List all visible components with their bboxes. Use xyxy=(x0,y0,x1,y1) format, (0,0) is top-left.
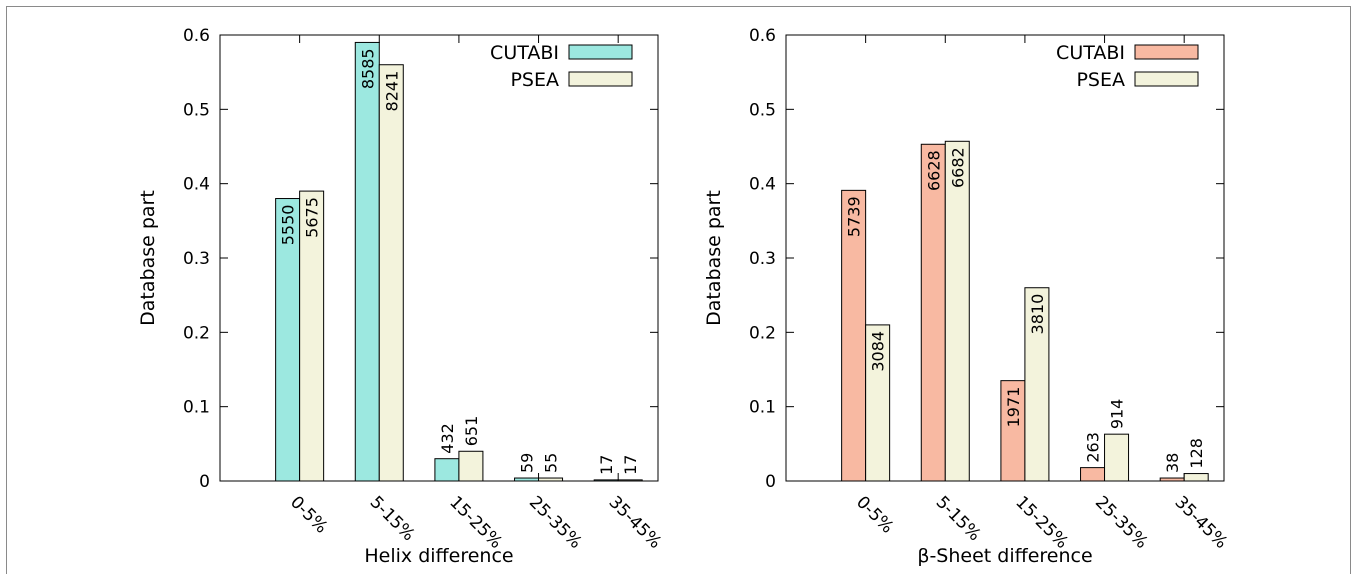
chart-1-bar-psea xyxy=(617,479,643,482)
chart-2-bar-value-label: 128 xyxy=(1187,438,1206,469)
chart-1-bar-value-label: 55 xyxy=(542,453,561,473)
chart-1-y-tick-label: 0.1 xyxy=(183,398,210,418)
chart-1-bar-psea xyxy=(378,64,404,482)
chart-2-y-tick-label: 0.3 xyxy=(749,249,776,269)
chart-2-bar-value-label: 914 xyxy=(1108,399,1127,430)
chart-1-legend-label: CUTABI xyxy=(490,42,559,64)
chart-1-bar-value-label: 8585 xyxy=(358,48,377,89)
chart-1-legend-swatch xyxy=(568,44,633,60)
chart-2-x-tick-label: 35-45% xyxy=(1171,492,1232,553)
chart-1-x-tick-label: 0-5% xyxy=(286,492,331,537)
chart-2-legend-label: CUTABI xyxy=(1056,42,1125,64)
figure: 0 0.1 0.2 0.3 0.4 0.5 0.6 0-5% 5550 5675 5-15% 8585… xyxy=(6,6,1351,574)
chart-1-bar-value-label: 17 xyxy=(621,455,640,475)
chart-1-bar-value-label: 17 xyxy=(597,455,616,475)
chart-1-y-tick-label: 0 xyxy=(199,472,210,492)
chart-2-bar-value-label: 5739 xyxy=(845,196,864,237)
chart-1-y-tick-label: 0.4 xyxy=(183,175,210,195)
chart-2-x-tick-label: 0-5% xyxy=(852,492,897,537)
chart-1-bar-psea xyxy=(458,450,484,482)
chart-1-x-tick-label: 35-45% xyxy=(605,492,666,553)
chart-1-y-tick-label: 0.3 xyxy=(183,249,210,269)
chart-2-y-tick-label: 0 xyxy=(765,472,776,492)
bar-charts: 0 0.1 0.2 0.3 0.4 0.5 0.6 0-5% 5550 5675 5-15% 8585… xyxy=(137,26,1232,567)
chart-2-bar-cutabi xyxy=(841,189,867,482)
chart-2-x-tick-label: 15-25% xyxy=(1011,492,1072,553)
chart-1-bar-value-label: 5550 xyxy=(279,205,298,246)
chart-2-y-tick-label: 0.4 xyxy=(749,175,776,195)
chart-1-bar-cutabi xyxy=(593,479,619,482)
chart-2-bar-value-label: 38 xyxy=(1163,453,1182,473)
chart-2-bar-value-label: 6628 xyxy=(924,150,943,191)
chart-2-bar-value-label: 3810 xyxy=(1028,294,1047,335)
chart-2-bar-value-label: 263 xyxy=(1084,432,1103,463)
chart-2-legend-label: PSEA xyxy=(1076,69,1125,91)
chart-1-bar-psea xyxy=(538,477,564,482)
chart-2-bar-psea xyxy=(1183,473,1209,482)
chart-2-bar-cutabi xyxy=(1159,477,1185,482)
chart-2-bar-value-label: 3084 xyxy=(869,331,888,372)
chart-2-legend-swatch xyxy=(1134,71,1199,87)
chart-2-bar-value-label: 6682 xyxy=(948,147,967,188)
chart-1-bar-cutabi xyxy=(434,458,460,482)
chart-1-bar-psea xyxy=(299,190,325,482)
chart-2-y-tick-label: 0.2 xyxy=(749,323,776,343)
chart-2-bar-value-label: 1971 xyxy=(1004,387,1023,428)
chart-1-x-tick-label: 25-35% xyxy=(525,492,586,553)
chart-2-x-tick-label: 5-15% xyxy=(932,492,985,545)
chart-1-y-tick-label: 0.6 xyxy=(183,26,210,46)
chart-1-bar-value-label: 432 xyxy=(438,423,457,454)
chart-2-y-tick-label: 0.1 xyxy=(749,398,776,418)
chart-1-legend-label: PSEA xyxy=(510,69,559,91)
chart-2-bar-cutabi xyxy=(1000,380,1026,482)
chart-2-bar-psea xyxy=(944,140,970,482)
chart-1-x-axis-label: Helix difference xyxy=(364,545,513,567)
chart-2-y-axis-label: Database part xyxy=(703,190,725,326)
chart-2-bar-cutabi xyxy=(1080,467,1106,482)
chart-2-y-tick-label: 0.5 xyxy=(749,100,776,120)
chart-1-y-axis-label: Database part xyxy=(137,190,159,326)
chart-1-x-tick-label: 5-15% xyxy=(366,492,419,545)
chart-2-x-tick-label: 25-35% xyxy=(1091,492,1152,553)
chart-2-bar-psea xyxy=(1104,433,1130,482)
chart-1-y-tick-label: 0.2 xyxy=(183,323,210,343)
chart-1-bar-cutabi xyxy=(354,41,380,482)
chart-2-bar-cutabi xyxy=(920,143,946,482)
chart-2-legend-swatch xyxy=(1134,44,1199,60)
chart-1-y-tick-label: 0.5 xyxy=(183,100,210,120)
chart-1-bar-value-label: 5675 xyxy=(303,197,322,238)
chart-1-bar-cutabi xyxy=(275,198,301,482)
chart-2-bar-psea xyxy=(1024,287,1050,482)
chart-2-bar-psea xyxy=(865,324,891,482)
chart-2-x-axis-label: β-Sheet difference xyxy=(917,545,1092,567)
chart-1-bar-cutabi xyxy=(514,477,540,482)
chart-1-x-tick-label: 15-25% xyxy=(445,492,506,553)
chart-1-bar-value-label: 651 xyxy=(462,416,481,447)
chart-1-legend-swatch xyxy=(568,71,633,87)
chart-1-bar-value-label: 8241 xyxy=(382,71,401,112)
chart-1-bar-value-label: 59 xyxy=(518,453,537,473)
chart-2-y-tick-label: 0.6 xyxy=(749,26,776,46)
